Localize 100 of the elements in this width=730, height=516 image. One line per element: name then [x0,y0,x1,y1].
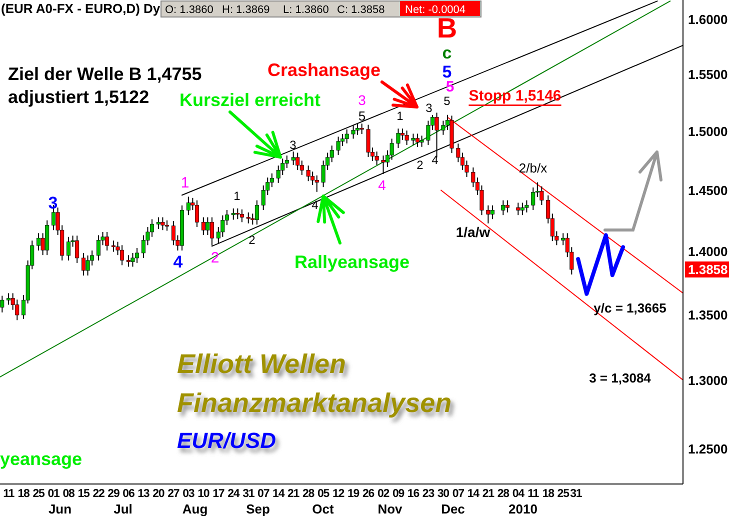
candlestick [396,128,400,149]
x-tick-label: 31 [242,488,256,500]
x-tick-label: 10 [198,488,210,500]
annotation: O: 1.3860 [165,4,214,16]
annotation: 4 [378,177,386,193]
candlestick [344,128,349,144]
x-tick-label: 26 [362,488,374,500]
x-tick-label: 31 [570,488,583,500]
annotation: 1 [180,174,190,192]
candlestick [36,232,41,251]
y-tick-label: 1.4000 [688,244,728,260]
x-tick-label: 02 [377,488,390,500]
annotation: Crashansage [267,60,381,80]
x-tick-label: 20 [152,488,164,500]
candlestick [6,292,11,306]
x-tick-label: 16 [407,488,420,500]
text: Aug [182,502,208,516]
candlestick [411,133,416,146]
x-tick-label: 08 [62,488,76,500]
x-tick-label: 12 [332,488,344,500]
candlestick [254,200,259,226]
text: Jul [114,502,132,516]
candlestick [505,200,510,213]
x-tick-label: 14 [272,488,286,500]
candlestick [381,155,386,174]
annotation: 3 [358,92,366,108]
x-tick-label: 03 [182,488,194,500]
annotation: 2 [248,233,256,247]
text: 2010 [508,502,538,516]
annotation: Kursziel erreicht [179,90,321,110]
x-tick-label: 22 [92,488,104,500]
text: Jun [48,502,72,516]
candlestick [336,136,340,156]
annotation: 2 [416,158,424,172]
x-tick-label: 11 [3,488,16,500]
candlestick [300,160,304,176]
annotation: adjustiert 1,5122 [8,87,150,107]
x-tick-label: 07 [258,488,270,500]
x-tick-label: 06 [122,488,134,500]
y-tick-label: 1.4500 [688,183,728,198]
x-tick-label: 13 [138,488,150,500]
annotation: 3 [290,138,297,152]
annotation: 3 = 1,3084 [589,370,652,386]
y-tick-label: 1.3000 [688,373,728,388]
annotation: y/c = 1,3665 [594,300,666,316]
x-tick-label: 30 [437,488,450,500]
y-tick-label: 1.2500 [688,441,728,456]
y-tick-label: 1.3500 [688,307,728,322]
x-tick-label: 19 [347,488,360,500]
annotation: c [442,44,452,62]
candlestick [501,200,506,216]
annotation: 3 [48,194,58,212]
x-tick-label: 25 [32,488,46,500]
annotation: 5 [442,62,452,82]
x-tick-label: 23 [422,488,434,500]
x-tick-label: 04 [512,488,526,500]
text: Sep [246,502,270,516]
x-tick-label: 18 [542,488,556,500]
x-tick-label: 17 [212,488,224,500]
candlestick [0,295,4,313]
candlestick [360,123,364,135]
text: Nov [378,502,404,516]
x-tick-label: 27 [168,488,180,500]
annotation: Elliott Wellen [177,349,346,379]
candlestick [516,202,520,216]
text: Oct [312,502,335,516]
x-tick-label: 15 [78,488,90,500]
x-tick-label: 25 [557,488,570,500]
x-tick-label: 07 [452,488,464,500]
x-tick-label: 18 [18,488,31,500]
x-tick-label: 21 [288,488,300,500]
annotation: Finanzmarktanalysen [177,388,452,418]
candlestick [351,125,356,140]
candlestick [420,135,424,148]
candlestick [130,252,135,268]
candlestick [490,204,494,220]
candlestick [206,216,210,236]
candlestick [66,236,71,261]
x-tick-label: 28 [497,488,510,500]
candlestick [374,151,379,166]
candlestick [314,174,319,192]
annotation: 4 [173,252,184,272]
annotation: EUR/USD [177,428,276,453]
candlestick [366,124,370,158]
annotation: L: 1.3860 [283,4,329,16]
candlestick [291,151,296,166]
x-tick-label: 24 [228,488,240,500]
candlestick [160,216,165,231]
annotation: yeansage [0,449,82,469]
annotation: Rallyeansage [294,252,410,272]
x-tick-label: 21 [482,488,496,500]
x-tick-label: 11 [528,488,540,500]
candlestick [194,200,199,228]
candlestick [270,172,274,188]
candlestick [404,130,409,146]
candlestick [240,208,244,223]
x-tick-label: 14 [467,488,480,500]
x-tick-label: 29 [108,488,120,500]
y-tick-label: 1.5500 [688,67,728,82]
candlestick [531,186,536,210]
